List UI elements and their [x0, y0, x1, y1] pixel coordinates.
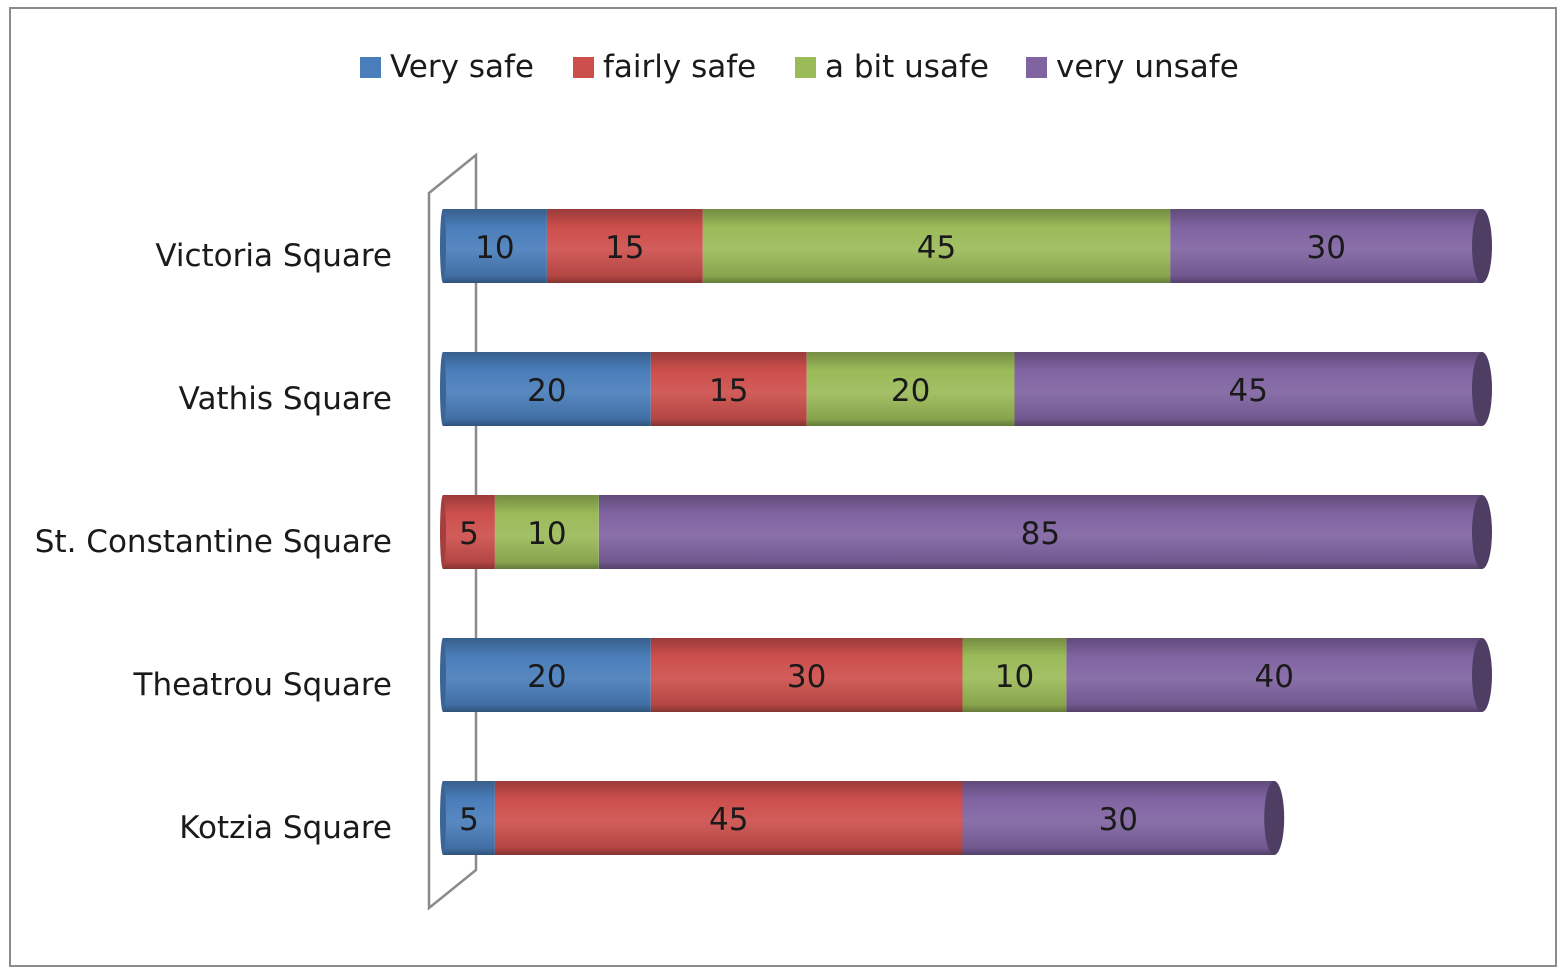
bars: 10 15 45 30 20 15 20 45 5 10 85 20 30 10 40 5 45 30	[440, 209, 1492, 855]
category-labels: Victoria Square Vathis Square St. Constant…	[35, 238, 392, 846]
value-label-vathis-square-very-safe: 20	[527, 373, 566, 409]
bar-vathis-square-a-bit-usafe	[806, 352, 1015, 426]
bar-st-constantine-square-very-unsafe	[598, 495, 1482, 569]
bar-victoria-square-very-safe	[443, 209, 547, 283]
bar-vathis-square-very-safe	[443, 352, 651, 426]
value-label-theatrou-square-very-unsafe: 40	[1254, 659, 1293, 695]
bar-kotzia-square-fairly-safe	[494, 781, 963, 855]
bar-start-cap-theatrou-square	[440, 638, 446, 712]
value-label-theatrou-square-a-bit-usafe: 10	[995, 659, 1034, 695]
category-label-kotzia-square: Kotzia Square	[179, 810, 392, 846]
bar-start-cap-victoria-square	[440, 209, 446, 283]
legend-label-very-unsafe: very unsafe	[1056, 49, 1239, 85]
bar-start-cap-kotzia-square	[440, 781, 446, 855]
value-label-kotzia-square-very-safe: 5	[459, 802, 479, 838]
legend-swatch-fairly-safe	[573, 57, 594, 78]
bar-victoria-square-very-unsafe	[1170, 209, 1482, 283]
category-axis-wall	[427, 152, 478, 911]
category-label-st-constantine-square: St. Constantine Square	[35, 524, 392, 560]
value-label-theatrou-square-fairly-safe: 30	[787, 659, 826, 695]
legend-label-very-safe: Very safe	[390, 49, 534, 85]
value-label-victoria-square-fairly-safe: 15	[605, 230, 644, 266]
bar-st-constantine-square-a-bit-usafe	[494, 495, 599, 569]
bar-st-constantine-square-fairly-safe	[443, 495, 495, 569]
category-label-theatrou-square: Theatrou Square	[133, 667, 392, 703]
value-label-kotzia-square-fairly-safe: 45	[709, 802, 748, 838]
legend-swatch-very-unsafe	[1026, 57, 1047, 78]
bar-end-cap-vathis-square	[1472, 352, 1492, 426]
bar-start-cap-vathis-square	[440, 352, 446, 426]
value-label-kotzia-square-very-unsafe: 30	[1099, 802, 1138, 838]
legend-swatch-very-safe	[360, 57, 381, 78]
bar-end-cap-theatrou-square	[1472, 638, 1492, 712]
value-label-theatrou-square-very-safe: 20	[527, 659, 566, 695]
bar-vathis-square-fairly-safe	[650, 352, 807, 426]
bar-end-cap-st-constantine-square	[1472, 495, 1492, 569]
bar-theatrou-square-very-unsafe	[1066, 638, 1482, 712]
bar-vathis-square-very-unsafe	[1014, 352, 1482, 426]
legend-label-fairly-safe: fairly safe	[603, 49, 756, 85]
legend-swatch-a-bit-usafe	[795, 57, 816, 78]
value-label-vathis-square-fairly-safe: 15	[709, 373, 748, 409]
value-label-st-constantine-square-a-bit-usafe: 10	[527, 516, 566, 552]
legend-label-a-bit-usafe: a bit usafe	[825, 49, 989, 85]
value-label-vathis-square-a-bit-usafe: 20	[891, 373, 930, 409]
bar-kotzia-square-very-unsafe	[962, 781, 1275, 855]
bar-theatrou-square-very-safe	[443, 638, 651, 712]
value-label-victoria-square-very-safe: 10	[475, 230, 514, 266]
bar-end-cap-victoria-square	[1472, 209, 1492, 283]
value-label-vathis-square-very-unsafe: 45	[1228, 373, 1267, 409]
bar-victoria-square-fairly-safe	[546, 209, 703, 283]
bar-start-cap-st-constantine-square	[440, 495, 446, 569]
category-label-victoria-square: Victoria Square	[155, 238, 392, 274]
bar-kotzia-square-very-safe	[443, 781, 495, 855]
bar-end-cap-kotzia-square	[1264, 781, 1285, 855]
legend: Very safe fairly safe a bit usafe very unsa…	[360, 49, 1239, 85]
value-label-st-constantine-square-very-unsafe: 85	[1021, 516, 1060, 552]
value-label-victoria-square-very-unsafe: 30	[1306, 230, 1345, 266]
value-label-victoria-square-a-bit-usafe: 45	[917, 230, 956, 266]
category-label-vathis-square: Vathis Square	[179, 381, 392, 417]
value-label-st-constantine-square-fairly-safe: 5	[459, 516, 479, 552]
bar-theatrou-square-a-bit-usafe	[962, 638, 1067, 712]
bar-victoria-square-a-bit-usafe	[702, 209, 1171, 283]
bar-theatrou-square-fairly-safe	[650, 638, 963, 712]
